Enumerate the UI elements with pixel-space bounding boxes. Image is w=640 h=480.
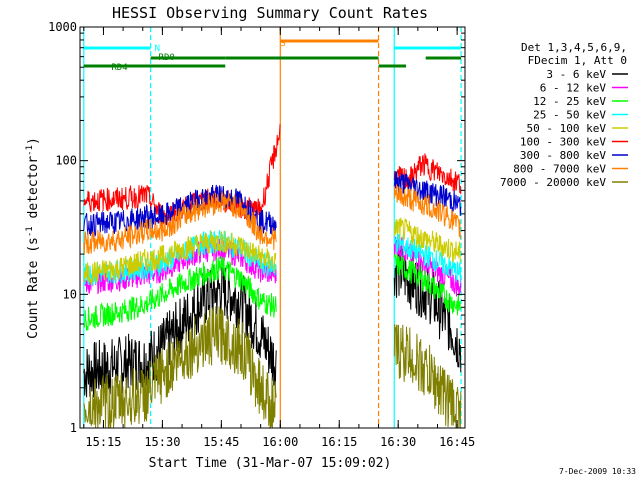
x-tick-label: 16:45 [439,435,475,449]
legend-entry-label: 6 - 12 keV [540,82,607,95]
series-line-8 [83,191,277,256]
series-line-6 [393,153,462,195]
x-tick-label: 15:15 [85,435,121,449]
plot-frame [79,26,466,429]
chart-title: HESSI Observing Summary Count Rates [112,4,428,22]
y-tick-label: 10 [63,287,77,301]
legend-entry-label: 7000 - 20000 keV [500,176,606,189]
footer-date: 7-Dec-2009 10:33 [559,467,636,476]
x-tick-label: 16:00 [262,435,298,449]
y-tick-label: 1000 [48,20,77,34]
y-tick-label: 1 [70,421,77,435]
series-line-4 [393,231,462,283]
plot-area: N S RD0 RD4 15:15 15:30 15:45 16:00 16:15 16:30 16… [48,20,475,449]
x-tick-label: 16:30 [380,435,416,449]
series-line-3 [83,256,277,331]
legend-entry-label: 3 - 6 keV [546,68,606,81]
legend: Det 1,3,4,5,6,9,FDecim 1, Att 03 - 6 keV… [500,41,628,189]
series-line-5 [393,217,462,264]
x-axis-label: Start Time (31-Mar-07 15:09:02) [149,456,392,471]
y-axis-label: Count Rate (s-1 detector-1) [25,137,41,339]
rd4-annotation-label: RD4 [111,63,127,73]
series-line-8 [393,184,462,240]
legend-header: FDecim 1, Att 0 [528,54,627,67]
legend-entry-label: 25 - 50 keV [533,109,606,122]
series-line-9 [83,306,277,429]
s-annotation-label: S [280,39,285,49]
series-line-3 [393,253,462,316]
series-line-6 [83,124,281,228]
rd0-annotation-label: RD0 [159,53,175,63]
series-line-9 [393,324,462,429]
series-line-7 [393,170,462,216]
legend-entry-label: 800 - 7000 keV [513,163,606,176]
series-line-5 [83,230,277,285]
legend-entry-label: 12 - 25 keV [533,95,606,108]
x-tick-label: 15:30 [144,435,180,449]
n-annotation-label: N [155,44,160,54]
legend-header: Det 1,3,4,5,6,9, [521,41,627,54]
legend-entry-label: 50 - 100 keV [527,122,607,135]
legend-entry-label: 300 - 800 keV [520,149,606,162]
x-tick-label: 16:15 [321,435,357,449]
x-tick-label: 15:45 [203,435,239,449]
y-tick-label: 100 [55,154,77,168]
legend-entry-label: 100 - 300 keV [520,136,606,149]
